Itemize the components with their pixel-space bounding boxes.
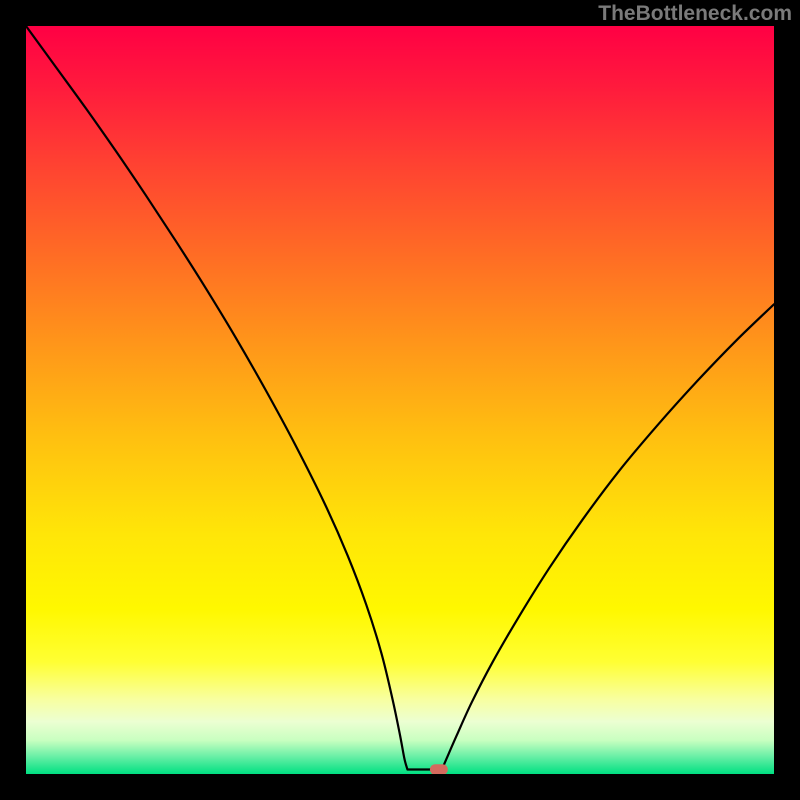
gradient-background — [26, 26, 774, 774]
optimum-marker — [430, 764, 448, 774]
chart-figure: TheBottleneck.com — [0, 0, 800, 800]
bottleneck-chart — [26, 26, 774, 774]
watermark-text: TheBottleneck.com — [598, 2, 792, 26]
